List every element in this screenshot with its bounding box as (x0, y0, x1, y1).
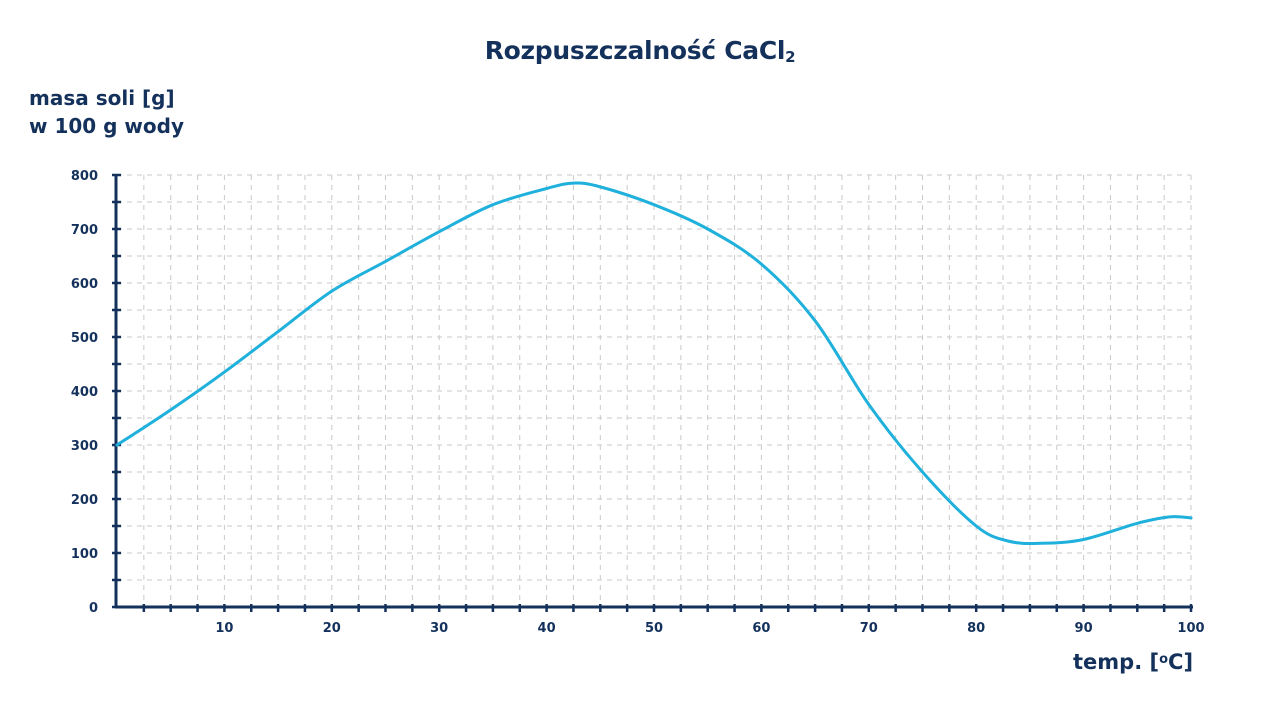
y-tick-label: 700 (71, 223, 98, 238)
x-tick-label: 90 (1075, 621, 1093, 636)
y-tick-label: 400 (71, 385, 98, 400)
x-tick-label: 30 (430, 621, 448, 636)
x-axis-label: temp. [oC] (1073, 650, 1194, 674)
x-tick-label: 20 (323, 621, 341, 636)
x-tick-label: 40 (538, 621, 556, 636)
x-tick-label: 10 (215, 621, 233, 636)
x-tick-label: 100 (1177, 621, 1204, 636)
y-tick-label: 0 (89, 601, 98, 616)
y-axis-label-line1: masa soli [g] (29, 86, 175, 110)
y-axis-label-line2: w 100 g wody (29, 114, 184, 138)
y-tick-label: 300 (71, 439, 98, 454)
y-tick-label: 800 (71, 169, 98, 184)
x-tick-label: 60 (752, 621, 770, 636)
x-tick-label: 70 (860, 621, 878, 636)
data-series (115, 181, 1193, 545)
y-axis-label: masa soli [g] w 100 g wody (29, 84, 184, 140)
x-tick-label: 50 (645, 621, 663, 636)
y-tick-label: 600 (71, 277, 98, 292)
y-tick-label: 500 (71, 331, 98, 346)
axes: 0 100 200 300 400 500 600 700 800 10 20 30 40 50 60 70 8… (71, 169, 1205, 636)
y-tick-label: 200 (71, 493, 98, 508)
x-tick-label: 80 (967, 621, 985, 636)
y-tick-label: 100 (71, 547, 98, 562)
solubility-curve (115, 181, 1193, 545)
chart-title: Rozpuszczalność CaCl2 (484, 36, 796, 66)
grid (117, 174, 1192, 607)
